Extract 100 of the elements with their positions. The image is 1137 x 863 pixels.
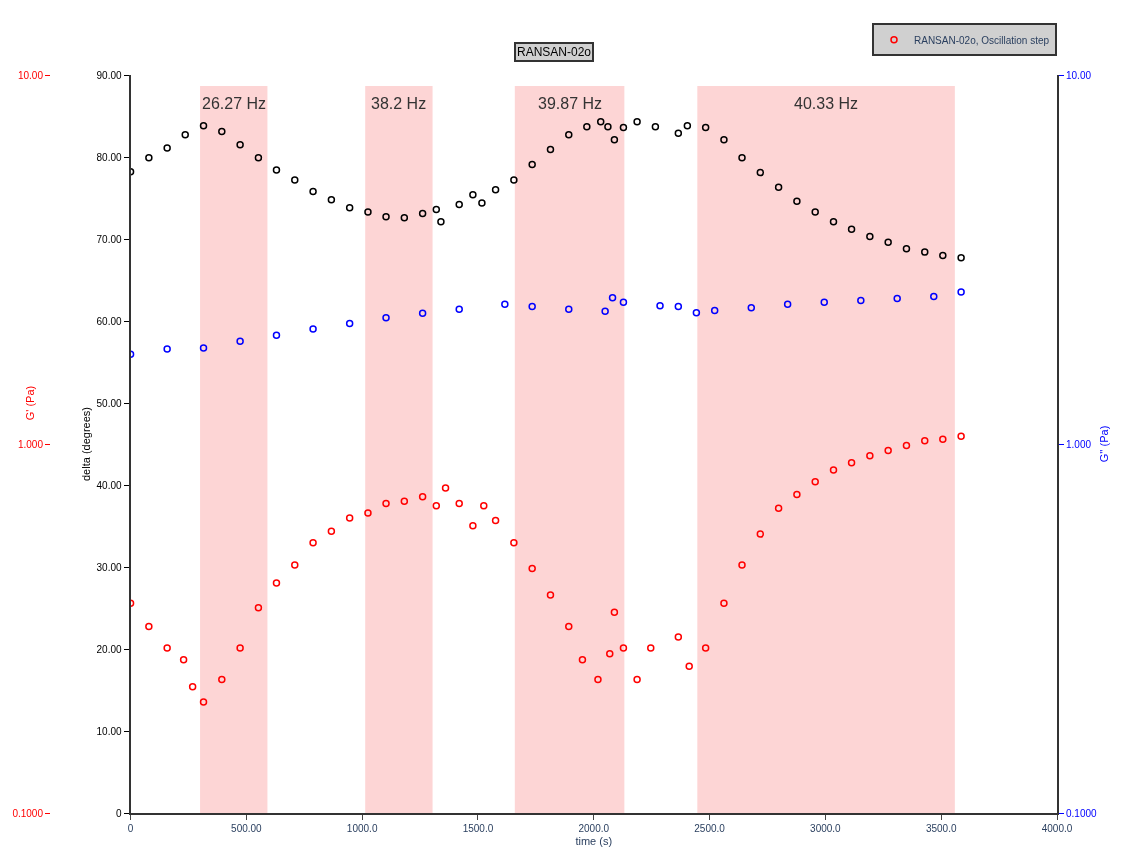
- point: [633, 117, 641, 126]
- x-tick-label: 500.00: [231, 823, 263, 834]
- text: 0.1000: [12, 807, 43, 819]
- point: [738, 154, 746, 162]
- point: [254, 603, 263, 612]
- point: [939, 435, 947, 444]
- point: [747, 304, 756, 312]
- point: [565, 622, 573, 631]
- point: [604, 122, 612, 131]
- point: [633, 675, 641, 684]
- point: [685, 662, 693, 670]
- point: [619, 298, 628, 307]
- point: [188, 682, 197, 691]
- x-tick-label: 2000.0: [578, 823, 610, 834]
- x-tick-label: 0: [127, 823, 134, 834]
- point: [510, 539, 518, 547]
- point: [327, 195, 336, 204]
- point: [756, 530, 765, 538]
- point: [441, 484, 450, 492]
- y-tick-label: 40.00: [96, 479, 122, 491]
- point: [163, 144, 171, 152]
- point: [418, 492, 427, 501]
- point: [811, 208, 819, 216]
- point: [437, 218, 445, 226]
- point: [546, 145, 555, 154]
- point: [847, 458, 856, 467]
- point: [432, 502, 441, 510]
- point: [309, 187, 317, 196]
- point: [418, 209, 427, 218]
- point: [930, 292, 938, 301]
- point: [236, 337, 244, 345]
- x-axis-title: time (s): [575, 834, 613, 847]
- y-tick-label: 0: [116, 807, 122, 819]
- point: [774, 183, 783, 192]
- point: [596, 117, 605, 126]
- point: [647, 644, 655, 652]
- point: [674, 633, 683, 641]
- point: [345, 514, 354, 522]
- point: [756, 168, 765, 177]
- band-label: 39.87 Hz: [538, 95, 603, 112]
- y-tick-label: 90.00: [96, 69, 122, 81]
- point: [610, 608, 619, 616]
- text: 10.00: [17, 69, 43, 81]
- point: [656, 301, 664, 310]
- point: [902, 441, 911, 450]
- y2-tick-label: 0.1000: [1066, 807, 1098, 819]
- point: [783, 300, 792, 309]
- point: [608, 294, 617, 302]
- point: [720, 599, 728, 608]
- point: [345, 319, 354, 328]
- point: [565, 305, 573, 313]
- point: [683, 122, 692, 130]
- point: [199, 344, 208, 352]
- x-tick-label: 2500.0: [694, 823, 726, 834]
- point: [455, 499, 463, 508]
- x-tick-label: 3500.0: [925, 823, 957, 834]
- point: [701, 644, 710, 652]
- x-tick-label: 4000.0: [1041, 823, 1073, 834]
- y-axis-title: delta (degrees): [79, 407, 92, 481]
- point: [218, 675, 226, 684]
- y-tick-label: 30.00: [96, 561, 122, 573]
- point: [382, 213, 390, 221]
- point: [829, 466, 838, 474]
- point: [957, 288, 965, 296]
- point: [469, 190, 477, 199]
- y-tick-label: 70.00: [96, 233, 122, 245]
- point: [510, 176, 518, 184]
- point: [720, 136, 728, 144]
- point: [491, 186, 500, 194]
- point: [199, 698, 208, 706]
- band-label: 40.33 Hz: [794, 95, 859, 112]
- point: [400, 213, 409, 222]
- point: [364, 509, 372, 517]
- point: [528, 160, 536, 169]
- point: [145, 622, 153, 631]
- point: [921, 248, 929, 256]
- point: [606, 650, 614, 658]
- point: [594, 675, 602, 684]
- point: [793, 490, 801, 499]
- point: [820, 298, 828, 307]
- x-tick-label: 1000.0: [346, 823, 378, 834]
- point: [145, 154, 153, 162]
- y-tick-label: 20.00: [96, 643, 122, 655]
- point: [480, 502, 488, 510]
- point: [491, 516, 500, 525]
- chart-title: RANSAN-02o: [517, 45, 592, 59]
- point: [884, 446, 892, 455]
- point: [478, 199, 486, 207]
- point: [272, 579, 281, 587]
- point: [469, 522, 477, 530]
- point: [236, 140, 244, 149]
- point: [291, 176, 299, 184]
- band-label: 38.2 Hz: [371, 95, 427, 112]
- point: [272, 331, 281, 340]
- band-label: 26.27 Hz: [202, 95, 267, 112]
- point: [578, 656, 587, 664]
- point: [866, 451, 874, 460]
- point: [432, 205, 441, 214]
- y-tick-label: 80.00: [96, 151, 122, 163]
- point: [272, 166, 281, 174]
